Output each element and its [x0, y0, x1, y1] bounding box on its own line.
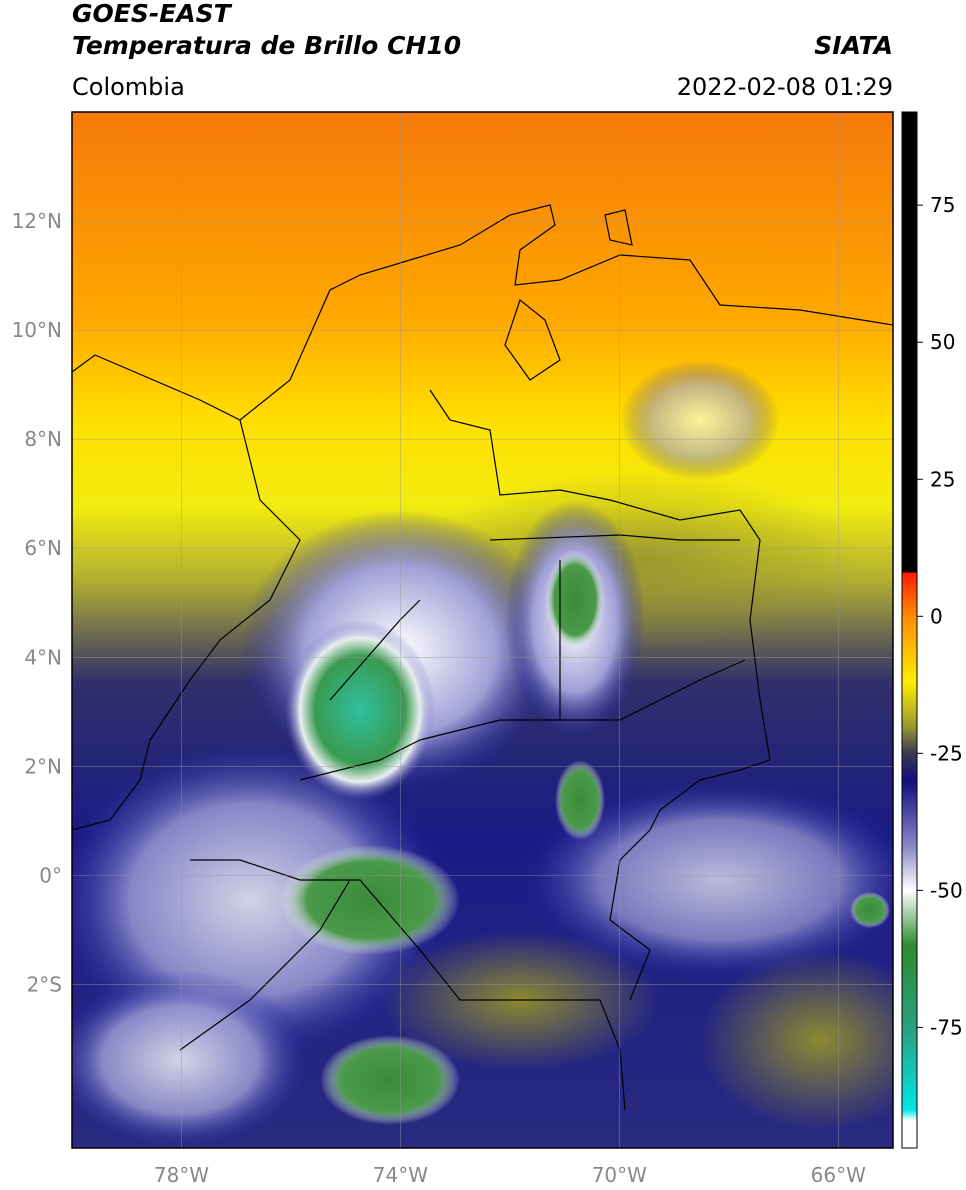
title: GOES-EAST [72, 0, 233, 28]
colorbar-tick-label: 0 [930, 604, 943, 628]
map-frame [71, 111, 894, 1149]
lat-tick-label: 2°N [24, 754, 62, 778]
colorbar-tick-label: 50 [930, 330, 955, 354]
colorbar [901, 111, 918, 1149]
colorbar-tick-label: -25 [930, 741, 963, 765]
satellite-image [72, 112, 893, 1148]
lat-tick-label: 12°N [12, 209, 62, 233]
lat-tick-label: 8°N [24, 427, 62, 451]
region: Colombia [72, 73, 185, 101]
colorbar-tick-label: -75 [930, 1015, 963, 1039]
source: SIATA [814, 31, 893, 60]
colorbar-tick-label: 75 [930, 193, 955, 217]
subtitle: Temperatura de Brillo CH10 [72, 31, 461, 60]
lon-tick-label: 78°W [154, 1163, 209, 1187]
lon-tick-label: 70°W [592, 1163, 647, 1187]
colorbar-tick-label: -50 [930, 878, 963, 902]
lat-tick-label: 10°N [12, 318, 62, 342]
lat-tick-label: 6°N [24, 536, 62, 560]
lon-tick-label: 74°W [373, 1163, 428, 1187]
colorbar-tick-label: 25 [930, 467, 955, 491]
lon-tick-label: 66°W [811, 1163, 866, 1187]
lat-tick-label: 0° [39, 863, 62, 887]
lat-tick-label: 2°S [27, 972, 62, 996]
lat-tick-label: 4°N [24, 645, 62, 669]
datetime: 2022-02-08 01:29 [677, 73, 893, 101]
